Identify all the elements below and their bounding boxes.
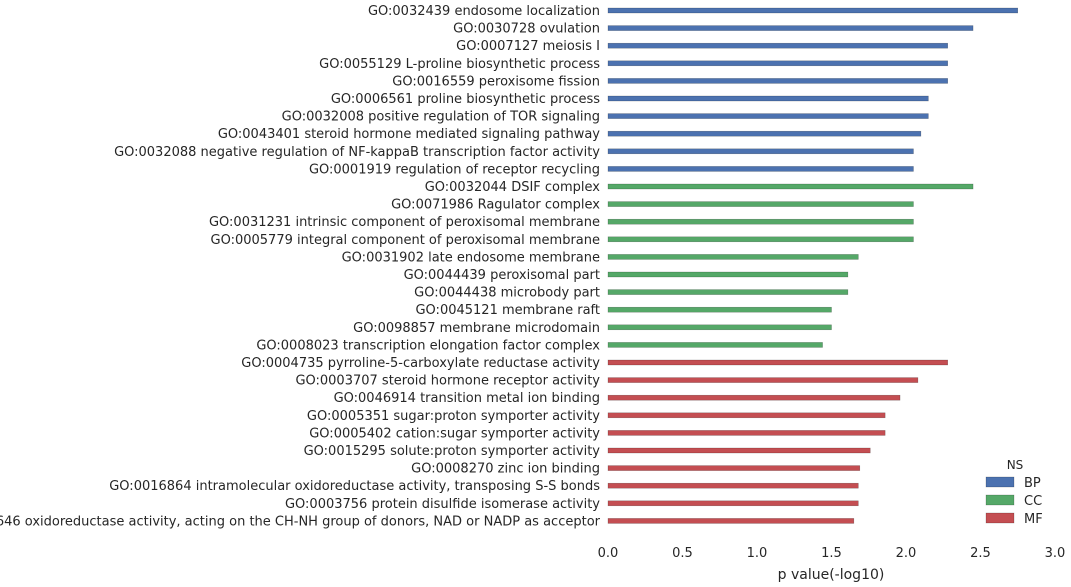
bar bbox=[607, 394, 901, 401]
category-label: GO:0043401 steroid hormone mediated sign… bbox=[218, 127, 600, 142]
bar bbox=[607, 377, 919, 383]
category-label: GO:0001919 regulation of receptor recycl… bbox=[309, 162, 600, 177]
category-label: GO:0003707 steroid hormone receptor acti… bbox=[295, 374, 600, 389]
bar bbox=[607, 183, 974, 190]
category-label: GO:0031231 intrinsic component of peroxi… bbox=[209, 215, 600, 230]
category-label: GO:0007127 meiosis I bbox=[456, 39, 600, 54]
category-label: GO:0032439 endosome localization bbox=[368, 4, 600, 19]
bar bbox=[607, 254, 859, 260]
category-label: GO:0016646 oxidoreductase activity, acti… bbox=[0, 514, 601, 529]
bar bbox=[607, 482, 859, 489]
category-label: GO:0005402 cation:sugar symporter activi… bbox=[309, 426, 600, 441]
bar bbox=[607, 271, 849, 278]
legend-title: NS bbox=[1007, 458, 1024, 472]
category-label: GO:0044439 peroxisomal part bbox=[404, 268, 600, 283]
bar bbox=[607, 342, 823, 348]
bar bbox=[607, 518, 855, 524]
x-tick-label: 1.5 bbox=[821, 546, 842, 561]
bar bbox=[607, 7, 1018, 14]
category-label: GO:0005779 integral component of peroxis… bbox=[211, 233, 600, 248]
bars-layer bbox=[607, 7, 1018, 524]
x-axis-title: p value(-log10) bbox=[778, 567, 885, 583]
bar bbox=[607, 500, 859, 507]
category-label: GO:0098857 membrane microdomain bbox=[353, 321, 600, 336]
category-label: GO:0004735 pyrroline-5-carboxylate reduc… bbox=[241, 356, 600, 371]
legend-swatch-mf bbox=[985, 512, 1015, 524]
legend-label: CC bbox=[1024, 494, 1042, 509]
bar bbox=[607, 113, 929, 119]
category-label: GO:0046914 transition metal ion binding bbox=[334, 391, 600, 406]
legend-swatch-bp bbox=[985, 476, 1015, 488]
category-label: GO:0016864 intramolecular oxidoreductase… bbox=[109, 479, 600, 494]
bar bbox=[607, 430, 886, 436]
x-tick-label: 3.0 bbox=[1045, 546, 1066, 561]
bar bbox=[607, 60, 948, 67]
bar bbox=[607, 306, 832, 313]
category-label: GO:0006561 proline biosynthetic process bbox=[331, 92, 600, 107]
x-tick-label: 1.0 bbox=[747, 546, 768, 561]
x-tick-label: 0.0 bbox=[598, 546, 619, 561]
x-tick-label: 2.0 bbox=[896, 546, 917, 561]
category-label: GO:0032088 negative regulation of NF-kap… bbox=[114, 145, 600, 160]
category-label: GO:0015295 solute:proton symporter activ… bbox=[304, 444, 601, 459]
bar bbox=[607, 166, 914, 172]
bar bbox=[607, 78, 948, 84]
bar bbox=[607, 236, 914, 243]
bar bbox=[607, 412, 886, 419]
category-label: GO:0008023 transcription elongation fact… bbox=[256, 338, 600, 353]
bar bbox=[607, 42, 948, 49]
category-label: GO:0016559 peroxisome fission bbox=[392, 74, 600, 89]
category-label: GO:0031902 late endosome membrane bbox=[342, 250, 600, 265]
category-label: GO:0045121 membrane raft bbox=[415, 303, 600, 318]
category-label: GO:0003756 protein disulfide isomerase a… bbox=[285, 497, 600, 512]
bar bbox=[607, 465, 861, 471]
category-label: GO:0008270 zinc ion binding bbox=[411, 462, 600, 477]
legend-swatch-cc bbox=[985, 494, 1015, 506]
x-axis-ticks: 0.0 0.5 1.0 1.5 2.0 2.5 3.0 bbox=[598, 546, 1066, 561]
category-label: GO:0032044 DSIF complex bbox=[425, 180, 601, 195]
bar bbox=[607, 95, 929, 102]
bar bbox=[607, 359, 948, 366]
bar bbox=[607, 447, 871, 454]
bar bbox=[607, 218, 914, 225]
category-label: GO:0055129 L-proline biosynthetic proces… bbox=[319, 57, 600, 72]
x-tick-label: 2.5 bbox=[970, 546, 991, 561]
category-label: GO:0005351 sugar:proton symporter activi… bbox=[307, 409, 600, 424]
bar bbox=[607, 201, 914, 207]
category-label: GO:0071986 Ragulator complex bbox=[391, 198, 600, 213]
category-label: GO:0044438 microbody part bbox=[414, 286, 600, 301]
bar bbox=[607, 148, 914, 155]
legend: NS BP CC MF bbox=[985, 458, 1043, 527]
category-label: GO:0030728 ovulation bbox=[453, 22, 600, 37]
bar bbox=[607, 289, 849, 295]
category-labels: GO:0032439 endosome localization GO:00307… bbox=[0, 4, 601, 529]
x-tick-label: 0.5 bbox=[672, 546, 693, 561]
bar bbox=[607, 324, 832, 331]
category-label: GO:0032008 positive regulation of TOR si… bbox=[282, 110, 600, 125]
bar bbox=[607, 25, 974, 31]
legend-label: MF bbox=[1024, 512, 1043, 527]
legend-label: BP bbox=[1024, 476, 1041, 491]
bar bbox=[607, 130, 922, 137]
